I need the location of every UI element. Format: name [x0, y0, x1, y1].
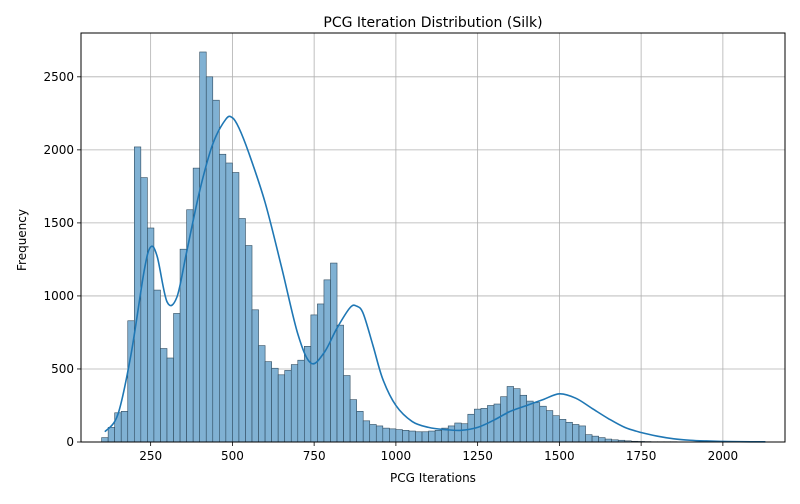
- histogram-bar: [259, 346, 266, 442]
- histogram-bar: [416, 432, 423, 442]
- histogram-bar: [265, 362, 272, 442]
- x-axis-label: PCG Iterations: [390, 471, 476, 485]
- histogram-bar: [252, 310, 259, 442]
- histogram-bar: [559, 419, 566, 442]
- histogram-bar: [402, 430, 409, 442]
- histogram-bar: [213, 100, 220, 442]
- histogram-bar: [304, 346, 311, 442]
- histogram-bar: [422, 432, 429, 442]
- histogram-bar: [324, 280, 331, 442]
- histogram-bar: [154, 290, 161, 442]
- histogram-bar: [193, 168, 200, 442]
- histogram-bar: [226, 163, 233, 442]
- histogram-bar: [200, 52, 207, 442]
- x-tick-label: 1000: [381, 449, 412, 463]
- x-tick-label: 1500: [544, 449, 575, 463]
- histogram-bar: [115, 413, 122, 442]
- bars-layer: [102, 52, 763, 442]
- x-tick-label: 1750: [626, 449, 657, 463]
- histogram-bar: [160, 349, 167, 442]
- histogram-bar: [357, 411, 364, 442]
- histogram-bar: [317, 304, 324, 442]
- histogram-bar: [533, 403, 540, 442]
- histogram-bar: [239, 219, 246, 442]
- histogram-bar: [291, 365, 298, 442]
- histogram-bar: [586, 435, 593, 442]
- histogram-bar: [383, 428, 390, 442]
- histogram-bar: [232, 172, 239, 442]
- histogram-bar: [298, 360, 305, 442]
- y-tick-label: 2000: [43, 143, 74, 157]
- histogram-bar: [278, 375, 285, 442]
- y-tick-label: 2500: [43, 70, 74, 84]
- histogram-bar: [376, 426, 383, 442]
- y-tick-label: 1000: [43, 289, 74, 303]
- histogram-bar: [350, 400, 357, 442]
- x-ticks: 250 500 750 1000 1250 1500 1750 2000: [139, 442, 738, 463]
- histogram-bar: [474, 409, 481, 442]
- histogram-bar: [579, 426, 586, 442]
- histogram-bar: [501, 397, 508, 442]
- histogram-bar: [494, 404, 501, 442]
- y-axis-label: Frequency: [15, 209, 29, 271]
- histogram-bar: [514, 389, 521, 442]
- x-tick-label: 250: [139, 449, 162, 463]
- histogram-bar: [507, 386, 514, 442]
- histogram-bar: [147, 228, 154, 442]
- histogram-bar: [572, 424, 579, 442]
- histogram-bar: [599, 438, 606, 442]
- histogram-bar: [285, 370, 292, 442]
- histogram-bar: [102, 438, 109, 442]
- histogram-bar: [174, 313, 181, 442]
- histogram-bar: [409, 431, 416, 442]
- y-ticks: 0 500 1000 1500 2000 2500: [43, 70, 81, 449]
- y-tick-label: 500: [51, 362, 74, 376]
- histogram-bar: [520, 395, 527, 442]
- histogram-bar: [141, 178, 148, 442]
- histogram-bar: [363, 421, 370, 442]
- x-tick-label: 2000: [708, 449, 739, 463]
- histogram-bar: [330, 263, 337, 442]
- histogram-bar: [448, 426, 455, 442]
- histogram-bar: [311, 315, 318, 442]
- histogram-bar: [592, 436, 599, 442]
- histogram-bar: [546, 411, 553, 442]
- histogram-bar: [553, 416, 560, 442]
- histogram-bar: [344, 376, 351, 442]
- histogram-bar: [167, 358, 174, 442]
- histogram-bar: [337, 325, 344, 442]
- histogram-bar: [219, 154, 226, 442]
- x-tick-label: 1250: [462, 449, 493, 463]
- chart-title: PCG Iteration Distribution (Silk): [323, 15, 542, 31]
- histogram-bar: [429, 431, 436, 442]
- x-tick-label: 750: [303, 449, 326, 463]
- y-tick-label: 1500: [43, 216, 74, 230]
- histogram-bar: [540, 406, 547, 442]
- histogram-bar: [455, 423, 462, 442]
- histogram-bar: [389, 429, 396, 442]
- histogram-bar: [435, 430, 442, 442]
- y-tick-label: 0: [66, 435, 74, 449]
- histogram-bar: [121, 411, 128, 442]
- histogram-bar: [396, 430, 403, 442]
- x-tick-label: 500: [221, 449, 244, 463]
- histogram-bar: [206, 77, 213, 442]
- histogram-bar: [461, 424, 468, 442]
- histogram-bar: [245, 246, 252, 442]
- histogram-bar: [566, 422, 573, 442]
- histogram-bar: [108, 427, 115, 442]
- histogram-bar: [272, 368, 279, 442]
- histogram-bar: [527, 401, 534, 442]
- histogram-bar: [370, 424, 377, 442]
- histogram-bar: [487, 405, 494, 442]
